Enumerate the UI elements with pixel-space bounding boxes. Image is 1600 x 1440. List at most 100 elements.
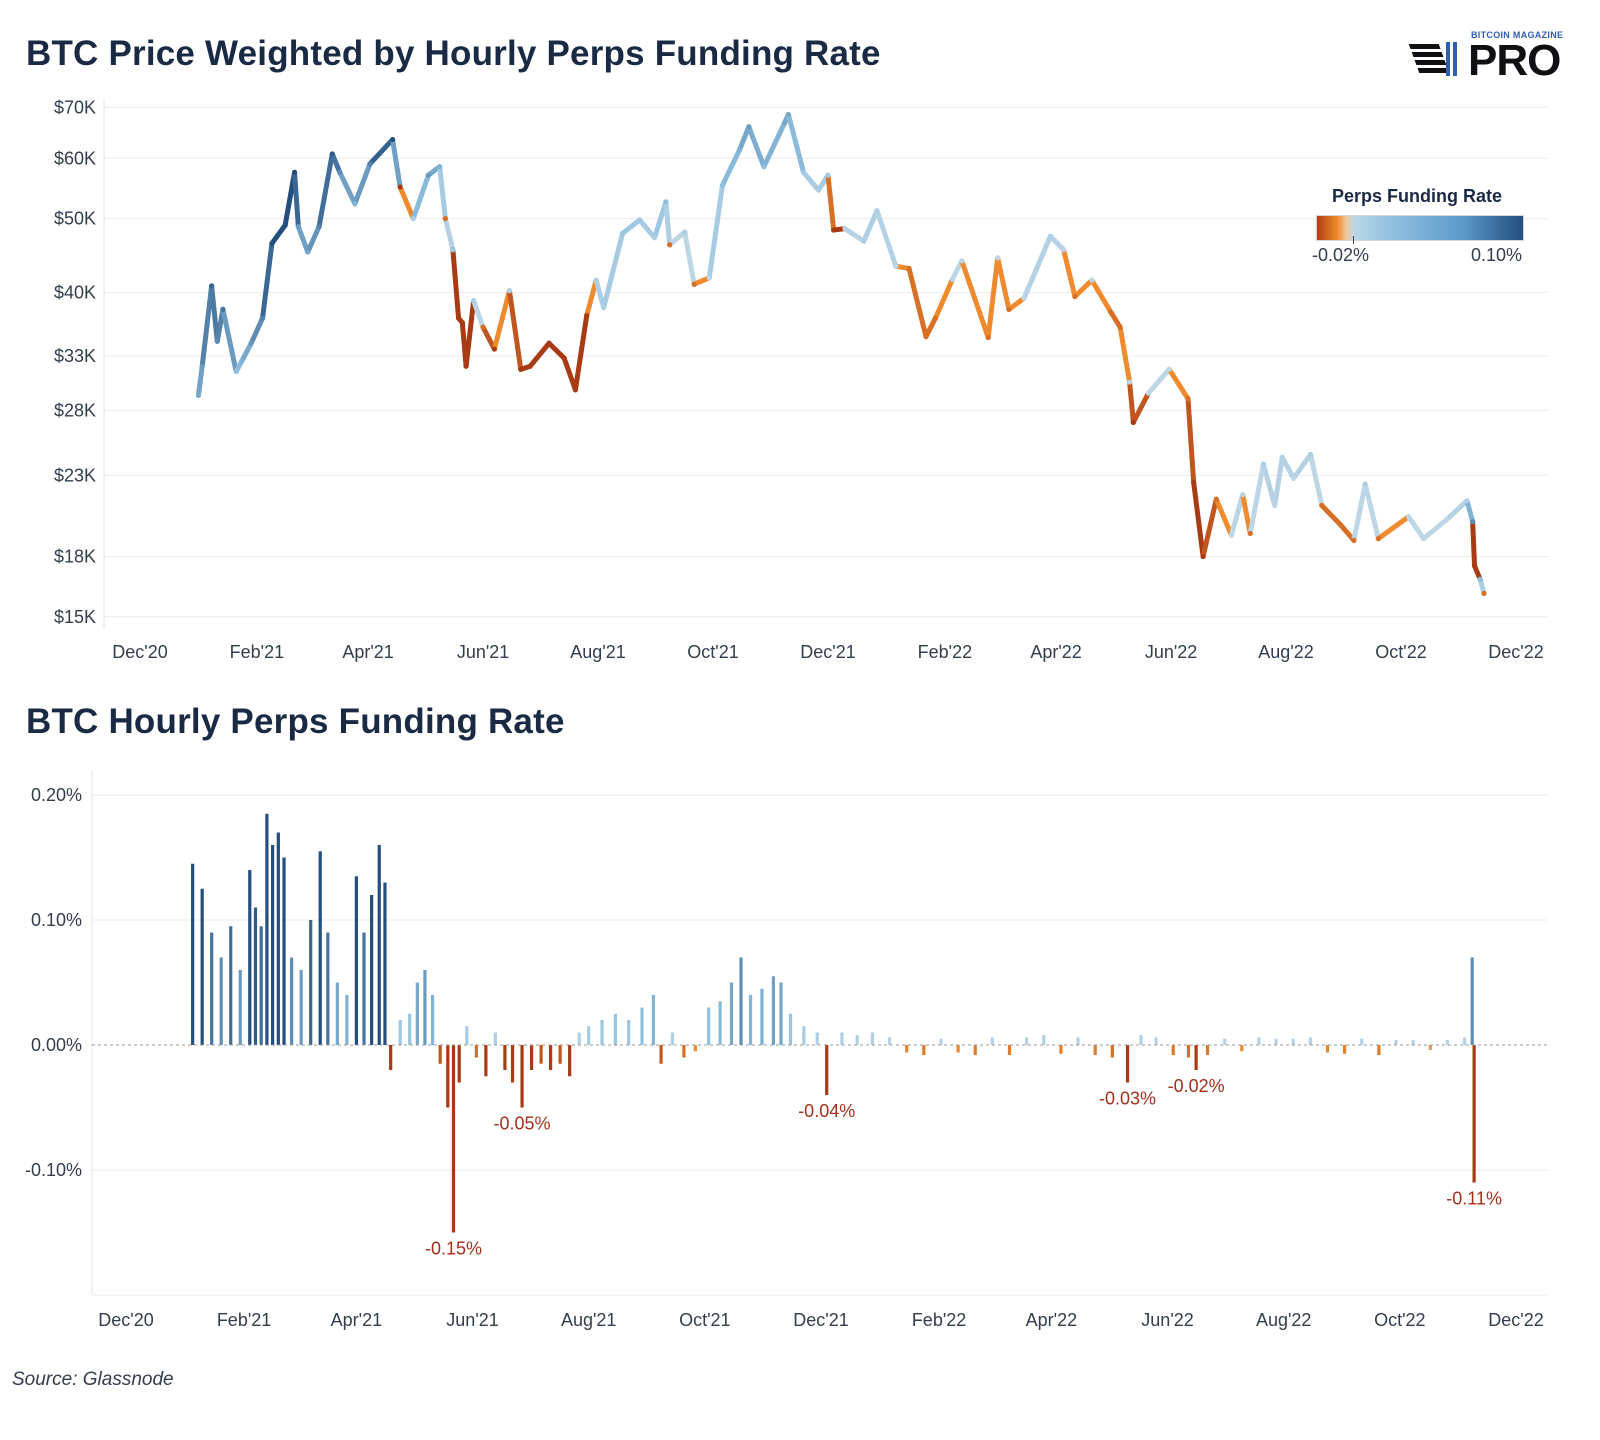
price-line-segment — [985, 255, 1001, 341]
funding-bar — [815, 1032, 819, 1045]
price-point — [1247, 530, 1253, 537]
price-line-segment — [269, 222, 288, 246]
legend-zero-marker — [1353, 236, 1354, 244]
price-line-segment — [637, 217, 658, 241]
funding-bar — [779, 982, 783, 1045]
price-point — [410, 215, 416, 222]
price-line-segment — [1362, 481, 1381, 542]
funding-bar — [238, 970, 242, 1045]
price-chart-title: BTC Price Weighted by Hourly Perps Fundi… — [26, 34, 881, 73]
price-point — [1130, 419, 1136, 425]
legend-min-label: -0.02% — [1312, 245, 1370, 265]
price-line-segment — [923, 315, 938, 340]
brand-mark-icon — [1408, 42, 1457, 76]
price-line-segment — [295, 224, 311, 255]
funding-bar — [299, 970, 303, 1045]
funding-bar — [577, 1032, 581, 1045]
price-point — [305, 249, 311, 255]
funding-bar — [600, 1020, 604, 1045]
funding-bar — [682, 1045, 686, 1058]
price-point — [259, 315, 266, 321]
funding-bar — [640, 1007, 644, 1045]
price-line-segment — [1443, 498, 1470, 523]
funding-bar — [219, 957, 223, 1045]
price-point — [667, 242, 673, 248]
price-point — [195, 392, 202, 398]
price-line-segment — [1185, 396, 1197, 486]
price-line-segment — [199, 283, 215, 369]
price-point — [316, 224, 322, 230]
funding-bar — [1394, 1040, 1398, 1045]
funding-bar — [760, 988, 764, 1045]
brand-logo: BITCOIN MAGAZINE PRO — [1408, 30, 1594, 86]
funding-bar — [1343, 1045, 1347, 1054]
price-point — [874, 208, 880, 214]
funding-bar — [840, 1032, 844, 1045]
funding-x-tick-label: Oct'21 — [679, 1310, 730, 1330]
funding-bar — [493, 1032, 497, 1045]
funding-bar — [627, 1020, 631, 1045]
price-y-tick-label: $60K — [54, 148, 96, 168]
price-line-segment — [239, 340, 254, 364]
price-point — [389, 136, 396, 143]
price-x-tick-label: Jun'21 — [457, 642, 509, 662]
funding-y-tick-label: 0.00% — [31, 1035, 82, 1055]
funding-bar — [1110, 1045, 1114, 1058]
funding-bar — [1411, 1040, 1415, 1045]
price-line-segment — [1130, 390, 1151, 425]
price-point — [1006, 306, 1012, 312]
price-line-segment — [442, 216, 456, 253]
funding-x-tick-label: Apr'22 — [1026, 1310, 1077, 1330]
price-point — [825, 172, 831, 178]
price-line-segment — [706, 182, 725, 281]
price-line-segment — [1308, 452, 1325, 509]
price-x-tick-label: Jun'22 — [1145, 642, 1197, 662]
price-point — [682, 229, 688, 235]
funding-bar — [973, 1045, 977, 1055]
funding-bar — [1154, 1037, 1158, 1045]
price-point — [995, 255, 1001, 261]
price-line-segment — [248, 315, 266, 346]
funding-x-tick-label: Apr'21 — [331, 1310, 382, 1330]
price-point — [593, 277, 599, 283]
price-line-segment — [1319, 503, 1344, 528]
funding-bar — [1223, 1038, 1227, 1045]
funding-bar — [229, 926, 233, 1045]
price-point — [269, 240, 275, 246]
funding-bar — [1205, 1045, 1210, 1055]
funding-bar — [389, 1045, 393, 1070]
price-point — [459, 320, 465, 326]
legend-color-scale — [1316, 215, 1524, 244]
price-line-segment — [1464, 498, 1476, 525]
funding-bar — [1428, 1045, 1432, 1050]
funding-bar — [1257, 1037, 1261, 1045]
funding-bar — [1171, 1045, 1175, 1055]
price-point — [1375, 536, 1381, 542]
price-point — [329, 151, 335, 157]
price-x-tick-label: Aug'21 — [570, 642, 626, 662]
price-point — [1481, 590, 1487, 596]
price-point — [736, 147, 743, 153]
funding-x-tick-label: Dec'21 — [793, 1310, 848, 1330]
price-point — [295, 224, 301, 230]
price-line-segment — [1200, 496, 1219, 559]
funding-bar — [398, 1020, 402, 1045]
funding-bar — [290, 957, 294, 1045]
price-point — [480, 324, 486, 330]
price-point — [561, 355, 567, 361]
funding-bar — [939, 1038, 943, 1045]
funding-bar — [729, 982, 734, 1045]
funding-bar — [354, 876, 358, 1045]
funding-bar — [457, 1045, 461, 1083]
price-point — [706, 275, 712, 281]
funding-bar — [539, 1045, 543, 1064]
funding-bar — [707, 1007, 711, 1045]
price-line-segment — [1351, 481, 1368, 543]
price-point — [1279, 454, 1285, 460]
funding-bar — [1274, 1038, 1278, 1045]
source-note: Source: Glassnode — [12, 1369, 174, 1390]
funding-bar — [1025, 1037, 1029, 1045]
funding-bar — [1186, 1045, 1191, 1058]
price-line-segment — [1191, 480, 1206, 559]
funding-bar — [748, 995, 753, 1045]
